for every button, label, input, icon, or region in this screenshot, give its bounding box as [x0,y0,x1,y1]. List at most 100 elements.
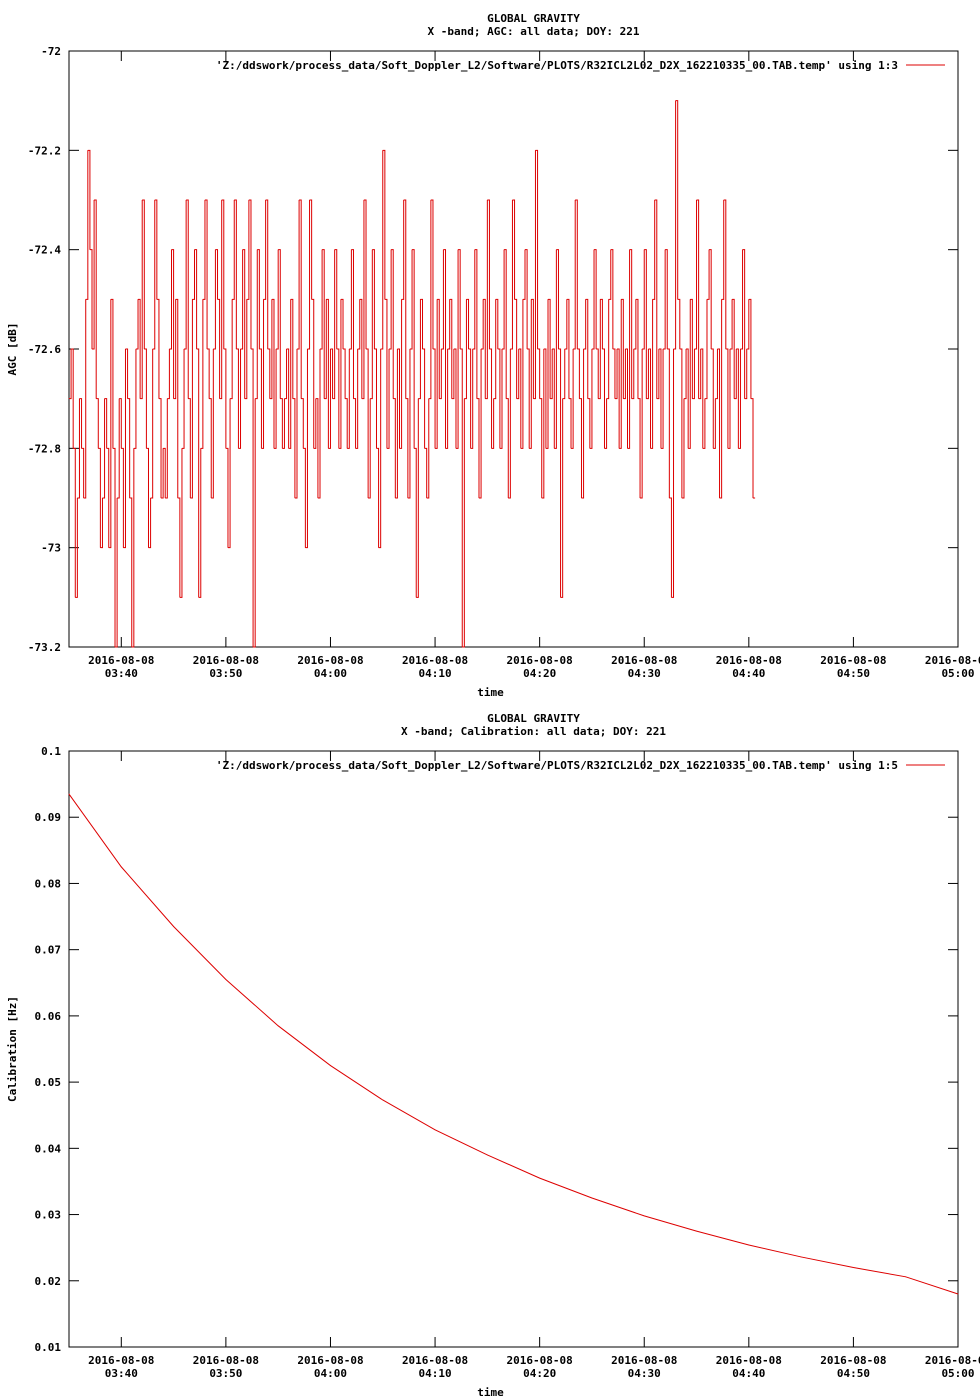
data-point [365,348,367,350]
data-point [302,448,304,449]
data-point [83,497,84,499]
x-tick-date-label: 2016-08-08 [297,654,363,667]
data-point [294,497,296,499]
data-point [679,348,681,350]
data-point [246,299,248,300]
data-point [535,150,536,151]
data-point [677,299,679,300]
data-point [93,199,95,201]
y-tick-label: -72.6 [28,343,61,356]
y-tick-label: 0.01 [35,1341,62,1354]
x-tick-time-label: 03:50 [209,667,242,680]
data-point [265,199,266,201]
data-point [244,398,246,399]
data-point [472,348,474,350]
data-point [277,249,279,250]
data-point [204,199,206,201]
data-point [750,398,752,399]
y-axis-label: Calibration [Hz] [6,996,19,1102]
data-point [219,398,220,399]
data-point [217,299,218,300]
data-point [524,249,526,250]
data-point [455,448,457,449]
data-point [733,398,735,399]
chart-title: GLOBAL GRAVITY [487,712,580,725]
x-tick-date-label: 2016-08-08 [820,1354,886,1367]
x-tick-date-label: 2016-08-08 [820,654,886,667]
data-point [537,348,538,350]
data-point [380,348,381,350]
data-point [267,348,269,350]
data-point [418,398,419,399]
data-point [666,348,668,350]
data-point [648,348,649,350]
data-point [300,398,302,399]
data-point [292,398,294,399]
y-tick-label: 0.03 [35,1209,62,1222]
x-tick-time-label: 03:40 [105,667,138,680]
data-point [702,448,704,449]
data-point [233,199,235,201]
x-tick-date-label: 2016-08-08 [716,654,782,667]
data-point [625,348,626,350]
data-point [392,398,394,399]
data-point [694,348,695,350]
data-point [602,348,603,350]
data-point [581,497,582,499]
x-tick-date-label: 2016-08-08 [507,1354,573,1367]
data-point [164,497,166,499]
data-point [669,497,670,499]
data-point [643,1215,645,1217]
data-point [158,398,160,399]
data-point [359,299,361,300]
data-point [593,249,595,250]
data-point [752,497,754,499]
data-point [206,348,208,350]
data-point [675,100,676,101]
data-point [131,646,133,648]
data-point [372,249,373,250]
x-tick-time-label: 04:30 [628,1367,661,1380]
data-point [486,1154,488,1156]
data-point [474,249,476,250]
data-point [623,398,624,399]
data-point [520,448,522,449]
data-point [589,448,591,449]
data-point [72,448,74,449]
data-point [447,348,448,350]
data-point [367,497,369,499]
data-point [539,1177,541,1179]
data-point [487,199,488,201]
data-point [591,348,593,350]
data-point [853,1267,854,1268]
data-point [298,199,300,201]
data-point [269,398,271,399]
data-point [731,299,733,300]
data-point [284,398,285,399]
data-point [334,249,335,250]
data-point [710,348,712,350]
data-point [361,398,363,399]
x-tick-time-label: 04:10 [418,1367,451,1380]
data-point [518,348,520,350]
data-point [411,249,413,250]
data-point [382,150,384,151]
data-point [748,1244,750,1246]
data-point [725,348,727,350]
data-point [399,448,400,449]
data-point [150,497,151,499]
data-point [286,348,287,350]
data-point [570,448,572,449]
data-point [342,348,344,350]
data-point [549,398,551,399]
x-tick-date-label: 2016-08-08 [88,1354,154,1367]
data-point [704,398,706,399]
data-point [574,199,576,201]
data-point [510,348,511,350]
y-tick-label: 0.06 [35,1010,62,1023]
data-point [317,497,319,499]
data-point [250,348,252,350]
data-point [583,348,584,350]
data-point [656,398,658,399]
data-point [386,448,388,449]
